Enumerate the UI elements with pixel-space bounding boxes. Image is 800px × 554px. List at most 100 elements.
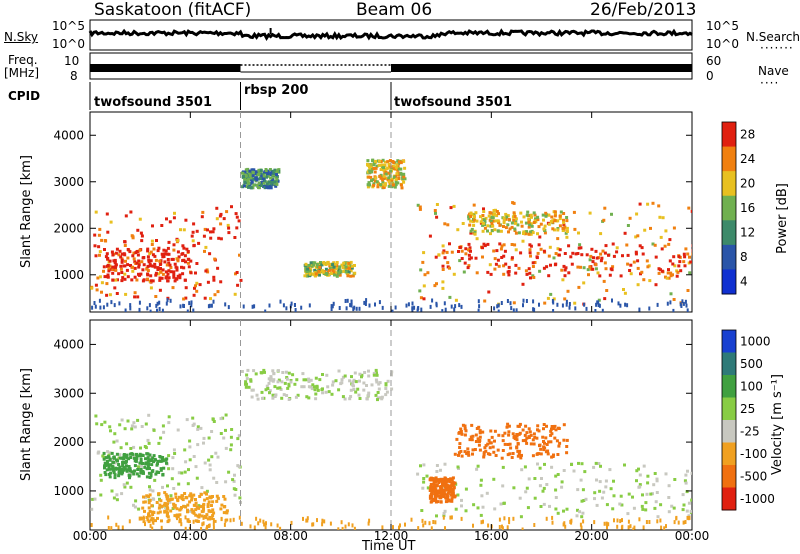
power-cell-7-150 (482, 218, 486, 222)
velocity-cell-3-30 (271, 393, 275, 397)
velocity-cell-1-30 (132, 472, 136, 476)
velocity-cell-5-126 (556, 453, 560, 456)
power-cell-6-105 (594, 263, 598, 266)
power-cell-6-85 (483, 244, 487, 248)
velocity-cell-4-162 (493, 507, 497, 511)
power-cell-0-172 (94, 283, 98, 287)
velocity-cell-2-24 (148, 498, 152, 502)
power-cell-4-161 (387, 176, 391, 180)
nsky-tick-bottom: 10^0 (52, 37, 85, 51)
velocity-cell-6-170 (447, 487, 451, 491)
velocity-cell-0-52 (122, 483, 126, 487)
velocity-cell-3-128 (245, 377, 249, 381)
velocity-cell-3-130 (285, 377, 289, 381)
velocity-cell-0-171 (143, 445, 147, 448)
velocity-cell-2-118 (156, 516, 159, 520)
velocity-cell-6-159 (436, 494, 440, 498)
power-cell-0-47 (203, 227, 207, 231)
power-cell-3-21 (311, 272, 314, 276)
power-near-42 (525, 299, 528, 303)
power-cell-2-102 (249, 178, 253, 182)
power-cbar-tick-3: 16 (740, 201, 755, 215)
power-near-44 (358, 306, 361, 311)
power-cell-3-145 (342, 261, 346, 265)
velocity-cell-4-65 (435, 470, 439, 473)
power-cell-6-80 (587, 273, 590, 277)
power-cell-7-12 (562, 218, 565, 222)
velocity-cell-3-139 (348, 379, 352, 383)
power-near-124 (435, 303, 438, 308)
power-cell-5-147 (421, 260, 425, 264)
velocity-cell-2-117 (147, 520, 151, 524)
power-cell-7-53 (483, 220, 487, 224)
power-cell-5-18 (549, 292, 553, 296)
velocity-cell-1-48 (133, 469, 137, 473)
velocity-cell-6-112 (453, 481, 457, 485)
power-cell-5-104 (531, 274, 535, 278)
velocity-cell-2-161 (176, 498, 180, 502)
velocity-cell-5-23 (501, 439, 505, 443)
velocity-cell-2-17 (186, 508, 189, 512)
velocity-cell-0-73 (94, 414, 98, 418)
power-near-58 (253, 304, 256, 309)
power-cell-3-150 (337, 271, 341, 275)
velocity-cell-3-100 (325, 373, 329, 377)
velocity-cell-0-101 (167, 454, 171, 458)
power-cell-1-134 (176, 274, 180, 278)
power-cell-2-149 (272, 172, 276, 175)
power-cell-4-15 (381, 158, 385, 162)
velocity-cell-1-67 (114, 467, 118, 471)
velocity-cell-3-154 (316, 388, 320, 392)
velocity-cell-3-15 (260, 390, 264, 394)
power-cell-1-101 (146, 269, 150, 273)
power-cell-1-51 (162, 255, 166, 258)
power-cell-7-108 (481, 223, 485, 227)
power-cell-3-163 (348, 266, 351, 270)
velocity-cell-6-31 (449, 477, 453, 481)
velocity-near-37 (421, 518, 424, 523)
velocity-cell-3-150 (294, 395, 298, 399)
velocity-cell-3-114 (255, 393, 259, 397)
power-near-84 (596, 300, 599, 305)
velocity-cell-4-154 (536, 462, 539, 466)
velocity-cell-0-172 (96, 451, 100, 455)
power-near-121 (94, 304, 97, 309)
beam-title: Beam 06 (356, 0, 433, 20)
velocity-cell-0-0 (172, 448, 176, 452)
velocity-cell-0-60 (203, 461, 207, 465)
velocity-cell-1-63 (114, 458, 118, 462)
velocity-cell-2-86 (223, 497, 227, 501)
velocity-cell-3-19 (261, 396, 264, 400)
power-cell-6-156 (460, 249, 464, 253)
velocity-ytick-label-2000: 2000 (53, 435, 84, 449)
velocity-cell-0-152 (139, 446, 142, 450)
power-cell-5-131 (433, 284, 437, 288)
velocity-cell-2-69 (206, 517, 210, 521)
power-cell-1-168 (129, 264, 132, 267)
velocity-cell-3-124 (244, 382, 247, 386)
velocity-cell-5-83 (471, 452, 474, 456)
velocity-cell-3-20 (343, 374, 347, 378)
velocity-cell-4-33 (689, 509, 692, 513)
power-cell-7-137 (562, 212, 566, 215)
velocity-cell-5-164 (460, 454, 464, 458)
velocity-cell-4-175 (456, 465, 460, 469)
power-cell-0-97 (97, 245, 101, 249)
velocity-cell-3-65 (305, 395, 309, 399)
power-cell-1-99 (123, 253, 127, 257)
power-cell-1-24 (156, 266, 160, 270)
power-cell-4-67 (369, 175, 373, 179)
velocity-cell-0-31 (137, 465, 140, 469)
velocity-cell-0-42 (130, 427, 134, 431)
power-cell-0-168 (106, 230, 110, 234)
velocity-cell-5-29 (488, 446, 492, 450)
power-near-32 (477, 299, 480, 304)
velocity-cell-5-84 (463, 427, 467, 431)
power-cell-3-124 (338, 269, 342, 273)
power-cell-3-118 (353, 271, 357, 275)
power-ytick-label-4000: 4000 (53, 128, 84, 142)
velocity-cell-0-86 (173, 452, 177, 455)
velocity-cell-3-99 (250, 388, 254, 392)
power-cell-7-111 (530, 215, 533, 219)
power-cell-7-21 (519, 211, 523, 215)
